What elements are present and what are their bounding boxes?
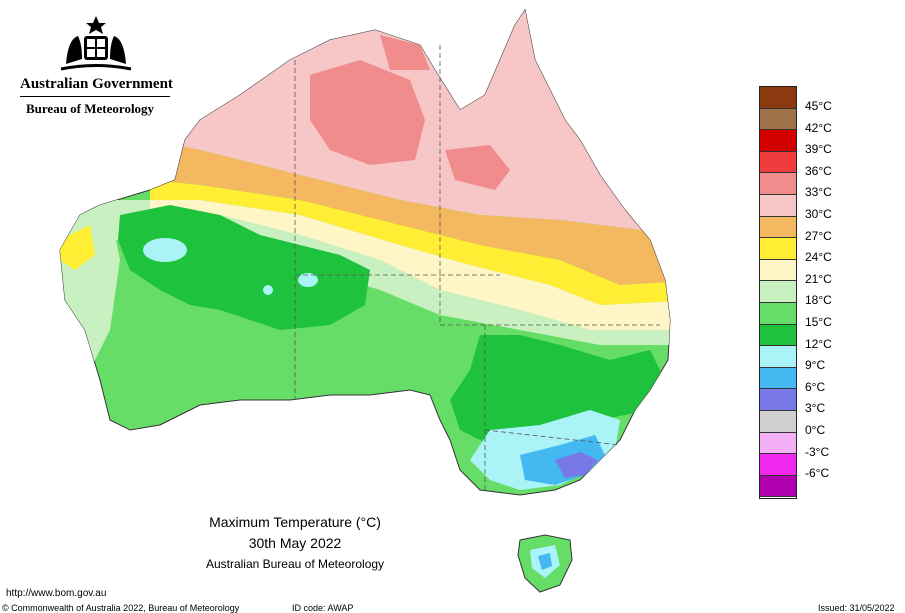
legend-label: 30°C [805, 207, 832, 221]
legend-swatch [760, 432, 796, 455]
legend-swatch [760, 130, 796, 152]
header-divider [20, 96, 170, 97]
map-title: Maximum Temperature (°C) [209, 514, 381, 530]
footer-bar: © Commonwealth of Australia 2022, Bureau… [0, 604, 905, 613]
legend-label: 33°C [805, 185, 832, 200]
legend-swatch [760, 281, 796, 303]
legend-label: 42°C [805, 120, 832, 135]
legend-swatch [760, 238, 796, 260]
legend-label: 0°C [805, 423, 826, 437]
copyright-text: © Commonwealth of Australia 2022, Bureau… [2, 604, 240, 613]
legend-label: 15°C [805, 315, 832, 329]
bureau-name: Bureau of Meteorology [26, 101, 155, 116]
legend-label: 6°C [805, 379, 826, 394]
map-date: 30th May 2022 [248, 535, 342, 551]
government-name: Australian Government [20, 76, 173, 92]
legend-swatch [760, 108, 796, 131]
legend-swatch [760, 216, 796, 239]
legend-swatch [760, 195, 796, 217]
legend-swatch [760, 259, 796, 282]
legend-label: 9°C [805, 358, 826, 373]
coat-of-arms-icon [60, 16, 132, 71]
legend-swatch [760, 173, 796, 195]
legend-label: 12°C [805, 336, 832, 351]
legend-swatch [760, 346, 796, 368]
legend-label: 24°C [805, 250, 832, 265]
legend-label: 27°C [805, 228, 832, 243]
id-code: ID code: AWAP [292, 604, 354, 613]
legend-swatch [760, 454, 796, 476]
legend-swatch [760, 324, 796, 347]
legend-label: 21°C [805, 271, 832, 286]
legend-label: 45°C [805, 99, 832, 113]
legend-frame [759, 86, 797, 499]
legend-swatch [760, 151, 796, 174]
legend-swatch [760, 87, 796, 109]
legend-label: 36°C [805, 163, 832, 178]
legend-swatch [760, 303, 796, 325]
legend-label: -6°C [805, 466, 830, 481]
legend-swatch [760, 367, 796, 390]
legend-label: 39°C [805, 142, 832, 157]
legend-swatch [760, 475, 796, 498]
legend-swatch [760, 411, 796, 433]
legend-swatch [760, 389, 796, 411]
legend-label: 3°C [805, 401, 826, 416]
map-source: Australian Bureau of Meteorology [205, 557, 385, 571]
map-title-block: Maximum Temperature (°C) 30th May 2022 A… [180, 512, 410, 575]
issued-date: Issued: 31/05/2022 [818, 604, 895, 613]
website-url: http://www.bom.gov.au [6, 588, 107, 599]
legend-label: -3°C [805, 444, 830, 459]
legend-label: 18°C [805, 293, 832, 308]
